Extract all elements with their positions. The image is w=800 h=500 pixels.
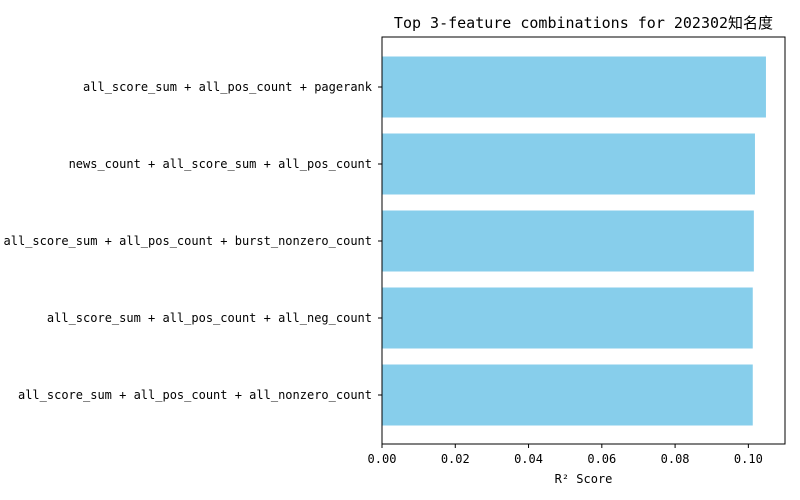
x-tick-label-0: 0.00 [368,452,397,466]
x-tick-label-4: 0.08 [661,452,690,466]
chart-title: Top 3-feature combinations for 202302知名度 [394,14,773,32]
bar-4 [382,364,753,426]
y-tick-label-3: all_score_sum + all_pos_count + all_neg_… [47,311,372,325]
bar-3 [382,287,753,349]
bar-1 [382,133,755,195]
y-tick-label-1: news_count + all_score_sum + all_pos_cou… [69,157,372,171]
bars-group [382,56,766,426]
x-tick-label-2: 0.04 [514,452,543,466]
bar-0 [382,56,766,118]
x-tick-label-5: 0.10 [734,452,763,466]
y-tick-label-4: all_score_sum + all_pos_count + all_nonz… [18,388,372,402]
x-tick-label-1: 0.02 [441,452,470,466]
bar-2 [382,210,754,272]
x-axis-label: R² Score [555,472,613,486]
y-tick-label-2: all_score_sum + all_pos_count + burst_no… [4,234,372,248]
x-tick-label-3: 0.06 [587,452,616,466]
plot-frame [381,36,786,445]
x-ticks: 0.00 0.02 0.04 0.06 0.08 0.10 [368,444,763,466]
y-tick-labels: all_score_sum + all_pos_count + pagerank… [4,80,382,402]
y-tick-label-0: all_score_sum + all_pos_count + pagerank [83,80,373,94]
